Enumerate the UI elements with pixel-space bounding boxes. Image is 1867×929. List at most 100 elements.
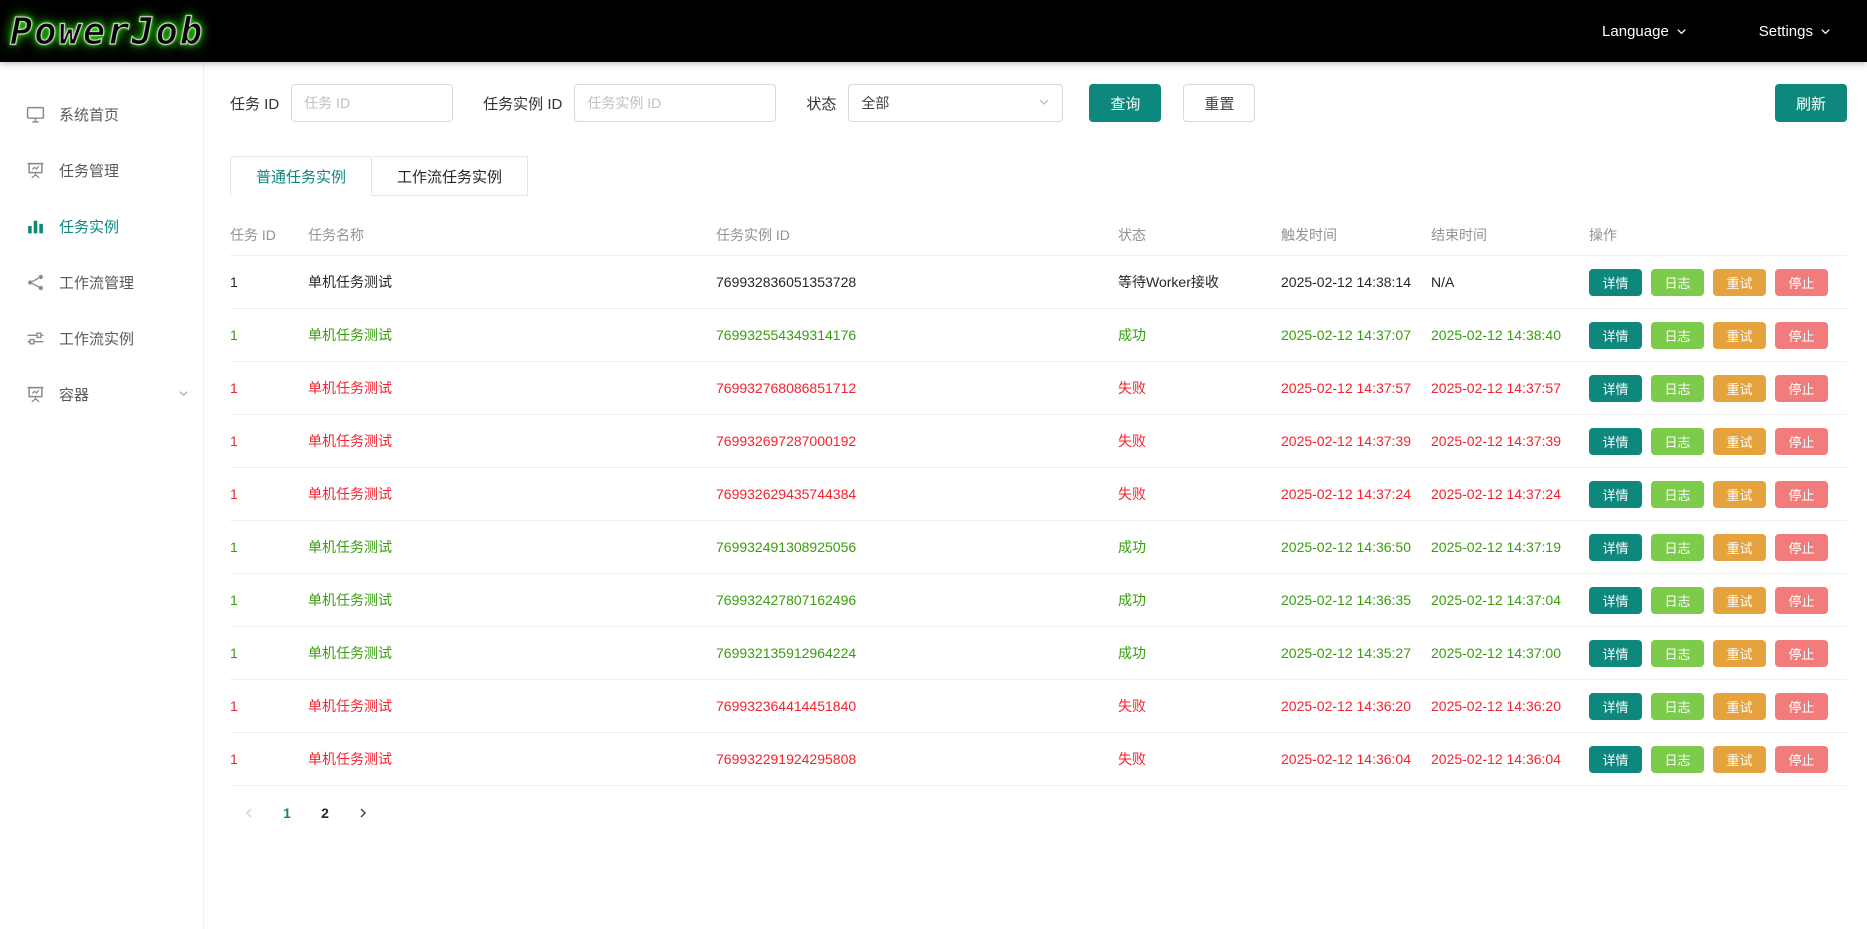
- sidebar-item-job-management[interactable]: 任务管理: [0, 142, 203, 198]
- sidebar-item-label: 工作流实例: [59, 330, 135, 348]
- retry-button[interactable]: 重试: [1713, 639, 1766, 667]
- reset-button[interactable]: 重置: [1183, 84, 1256, 122]
- cell-instance-id: 769932629435744384: [716, 486, 857, 502]
- log-button[interactable]: 日志: [1651, 427, 1704, 455]
- log-button[interactable]: 日志: [1651, 692, 1704, 720]
- tab-workflow-instances[interactable]: 工作流任务实例: [372, 156, 529, 196]
- pagination-page-2[interactable]: 2: [321, 805, 329, 821]
- sidebar-item-label: 任务管理: [59, 162, 120, 180]
- log-button[interactable]: 日志: [1651, 533, 1704, 561]
- detail-button[interactable]: 详情: [1589, 268, 1642, 296]
- refresh-button[interactable]: 刷新: [1775, 84, 1847, 122]
- stop-button[interactable]: 停止: [1775, 268, 1828, 296]
- retry-button[interactable]: 重试: [1713, 533, 1766, 561]
- sidebar-item-workflow-instances[interactable]: 工作流实例: [0, 310, 203, 366]
- pagination-page-1[interactable]: 1: [283, 805, 291, 821]
- language-menu[interactable]: Language: [1602, 23, 1687, 40]
- detail-button[interactable]: 详情: [1589, 692, 1642, 720]
- sidebar-item-workflow-management[interactable]: 工作流管理: [0, 254, 203, 310]
- stop-button[interactable]: 停止: [1775, 374, 1828, 402]
- powerjob-logo[interactable]: PowerJob: [9, 9, 205, 53]
- retry-button[interactable]: 重试: [1713, 586, 1766, 614]
- detail-button[interactable]: 详情: [1589, 374, 1642, 402]
- column-header-trigger-time: 触发时间: [1281, 226, 1337, 243]
- cell-finish-time: 2025-02-12 14:37:00: [1431, 645, 1561, 661]
- log-button[interactable]: 日志: [1651, 745, 1704, 773]
- stop-button[interactable]: 停止: [1775, 480, 1828, 508]
- cell-instance-id: 769932554349314176: [716, 327, 857, 343]
- instance-id-input[interactable]: [574, 84, 777, 122]
- retry-button[interactable]: 重试: [1713, 321, 1766, 349]
- sidebar-item-home[interactable]: 系统首页: [0, 86, 203, 142]
- pagination-prev[interactable]: [234, 798, 264, 828]
- table-row: 1 单机任务测试 769932768086851712 失败 2025-02-1…: [230, 362, 1847, 415]
- log-button[interactable]: 日志: [1651, 639, 1704, 667]
- bar-chart-icon: [26, 217, 45, 236]
- stop-button[interactable]: 停止: [1775, 533, 1828, 561]
- log-button[interactable]: 日志: [1651, 480, 1704, 508]
- column-header-status: 状态: [1118, 226, 1146, 243]
- top-header: PowerJob Language Settings: [0, 0, 1867, 62]
- cell-instance-id: 769932768086851712: [716, 380, 857, 396]
- cell-instance-id: 769932135912964224: [716, 645, 857, 661]
- settings-menu[interactable]: Settings: [1759, 23, 1831, 40]
- stop-button[interactable]: 停止: [1775, 692, 1828, 720]
- cell-job-name: 单机任务测试: [308, 486, 392, 502]
- stop-button[interactable]: 停止: [1775, 321, 1828, 349]
- table-header-row: 任务 ID 任务名称 任务实例 ID 状态 触发时间 结束时间 操作: [230, 214, 1847, 256]
- detail-button[interactable]: 详情: [1589, 639, 1642, 667]
- column-header-job-name: 任务名称: [308, 226, 364, 243]
- cell-instance-id: 769932836051353728: [716, 274, 857, 290]
- cell-trigger-time: 2025-02-12 14:36:35: [1281, 592, 1411, 608]
- retry-button[interactable]: 重试: [1713, 268, 1766, 296]
- cell-finish-time: 2025-02-12 14:37:24: [1431, 486, 1561, 502]
- stop-button[interactable]: 停止: [1775, 745, 1828, 773]
- cell-finish-time: 2025-02-12 14:36:04: [1431, 751, 1561, 767]
- detail-button[interactable]: 详情: [1589, 745, 1642, 773]
- cell-job-name: 单机任务测试: [308, 751, 392, 767]
- detail-button[interactable]: 详情: [1589, 586, 1642, 614]
- pagination-next[interactable]: [348, 798, 378, 828]
- table-row: 1 单机任务测试 769932836051353728 等待Worker接收 2…: [230, 256, 1847, 309]
- log-button[interactable]: 日志: [1651, 268, 1704, 296]
- tab-normal-instances[interactable]: 普通任务实例: [230, 156, 373, 196]
- detail-button[interactable]: 详情: [1589, 427, 1642, 455]
- projection-screen-icon: [26, 161, 45, 180]
- cell-instance-id: 769932697287000192: [716, 433, 857, 449]
- cell-status: 失败: [1118, 751, 1146, 767]
- status-select[interactable]: 全部: [848, 84, 1064, 122]
- status-label: 状态: [806, 95, 837, 113]
- retry-button[interactable]: 重试: [1713, 692, 1766, 720]
- sidebar-item-job-instances[interactable]: 任务实例: [0, 198, 203, 254]
- query-button[interactable]: 查询: [1089, 84, 1162, 122]
- sliders-icon: [26, 329, 45, 348]
- job-id-input[interactable]: [291, 84, 454, 122]
- stop-button[interactable]: 停止: [1775, 639, 1828, 667]
- retry-button[interactable]: 重试: [1713, 427, 1766, 455]
- log-button[interactable]: 日志: [1651, 586, 1704, 614]
- table-row: 1 单机任务测试 769932364414451840 失败 2025-02-1…: [230, 680, 1847, 733]
- cell-trigger-time: 2025-02-12 14:35:27: [1281, 645, 1411, 661]
- retry-button[interactable]: 重试: [1713, 745, 1766, 773]
- status-select-value: 全部: [861, 95, 890, 111]
- retry-button[interactable]: 重试: [1713, 480, 1766, 508]
- instance-id-label: 任务实例 ID: [483, 95, 563, 113]
- log-button[interactable]: 日志: [1651, 374, 1704, 402]
- stop-button[interactable]: 停止: [1775, 586, 1828, 614]
- log-button[interactable]: 日志: [1651, 321, 1704, 349]
- cell-finish-time: 2025-02-12 14:38:40: [1431, 327, 1561, 343]
- cell-finish-time: 2025-02-12 14:37:39: [1431, 433, 1561, 449]
- stop-button[interactable]: 停止: [1775, 427, 1828, 455]
- sidebar-item-container[interactable]: 容器: [0, 366, 203, 422]
- table-row: 1 单机任务测试 769932291924295808 失败 2025-02-1…: [230, 733, 1847, 786]
- cell-job-name: 单机任务测试: [308, 698, 392, 714]
- cell-status: 成功: [1118, 327, 1146, 343]
- cell-trigger-time: 2025-02-12 14:37:07: [1281, 327, 1411, 343]
- table-row: 1 单机任务测试 769932629435744384 失败 2025-02-1…: [230, 468, 1847, 521]
- detail-button[interactable]: 详情: [1589, 533, 1642, 561]
- detail-button[interactable]: 详情: [1589, 480, 1642, 508]
- detail-button[interactable]: 详情: [1589, 321, 1642, 349]
- instance-tabs: 普通任务实例 工作流任务实例: [230, 156, 529, 196]
- language-menu-label: Language: [1602, 22, 1669, 40]
- retry-button[interactable]: 重试: [1713, 374, 1766, 402]
